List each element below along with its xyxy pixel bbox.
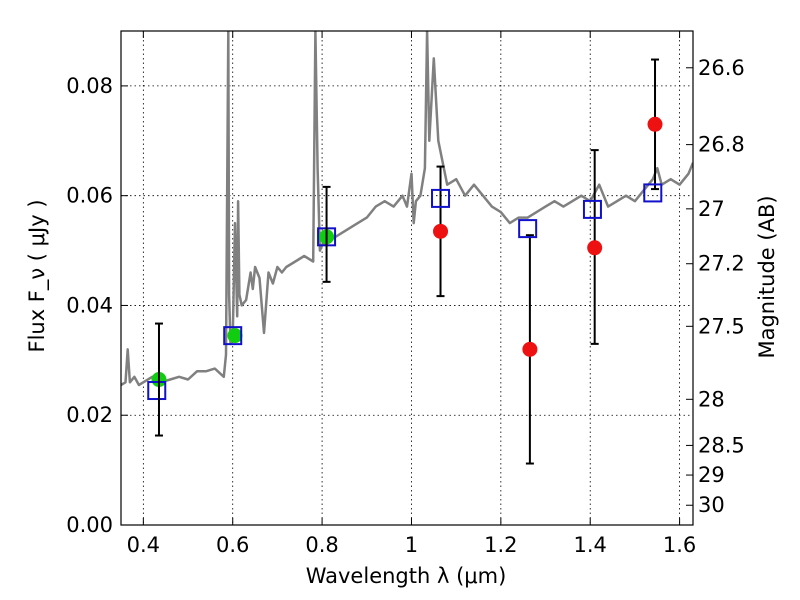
right-tick-label: 27 <box>698 197 725 221</box>
data-point <box>433 223 449 239</box>
model-point <box>582 199 602 219</box>
right-tick-label: 30 <box>698 493 725 517</box>
right-tick-label: 26.8 <box>698 133 745 157</box>
spectrum-line <box>121 31 693 387</box>
y-tick-label: 0.04 <box>66 293 113 317</box>
x-tick-label: 0.8 <box>305 533 338 557</box>
model-point <box>431 188 451 208</box>
model-point <box>518 219 538 239</box>
model-point <box>147 381 167 401</box>
grid <box>121 31 693 526</box>
data-point <box>647 116 663 132</box>
y-tick-label: 0.02 <box>66 403 113 427</box>
x-tick-label: 1.6 <box>663 533 696 557</box>
y-axis-title: Flux F_ν ( μJy ) <box>25 199 50 352</box>
x-tick-label: 1.4 <box>574 533 607 557</box>
plot-frame <box>120 30 694 526</box>
right-tick-label: 28 <box>698 387 725 411</box>
right-tick-label: 29 <box>698 463 725 487</box>
right-tick-label: 27.5 <box>698 314 745 338</box>
y-tick-label: 0.08 <box>66 74 113 98</box>
x-tick-label: 0.4 <box>127 533 160 557</box>
x-tick-label: 1.2 <box>484 533 517 557</box>
x-tick-label: 1 <box>405 533 418 557</box>
y-tick-label: 0.00 <box>66 513 113 537</box>
right-tick-label: 27.2 <box>698 252 745 276</box>
data-point <box>522 341 538 357</box>
y-axis-right-title: Magnitude (AB) <box>755 195 779 358</box>
x-tick-label: 0.6 <box>216 533 249 557</box>
right-tick-label: 26.6 <box>698 56 745 80</box>
data-point <box>587 240 603 256</box>
right-tick-label: 28.5 <box>698 433 745 457</box>
y-tick-label: 0.06 <box>66 184 113 208</box>
plot-area <box>121 31 693 465</box>
data-point <box>227 328 243 344</box>
model-point <box>223 326 243 346</box>
ticks: 0.4 0.6 0.8 1 1.2 1.4 1.6 0.00 0.02 0.04 0.06 0.08 2… <box>66 31 745 557</box>
model-point <box>643 183 663 203</box>
x-axis-title: Wavelength λ (μm) <box>306 564 507 588</box>
